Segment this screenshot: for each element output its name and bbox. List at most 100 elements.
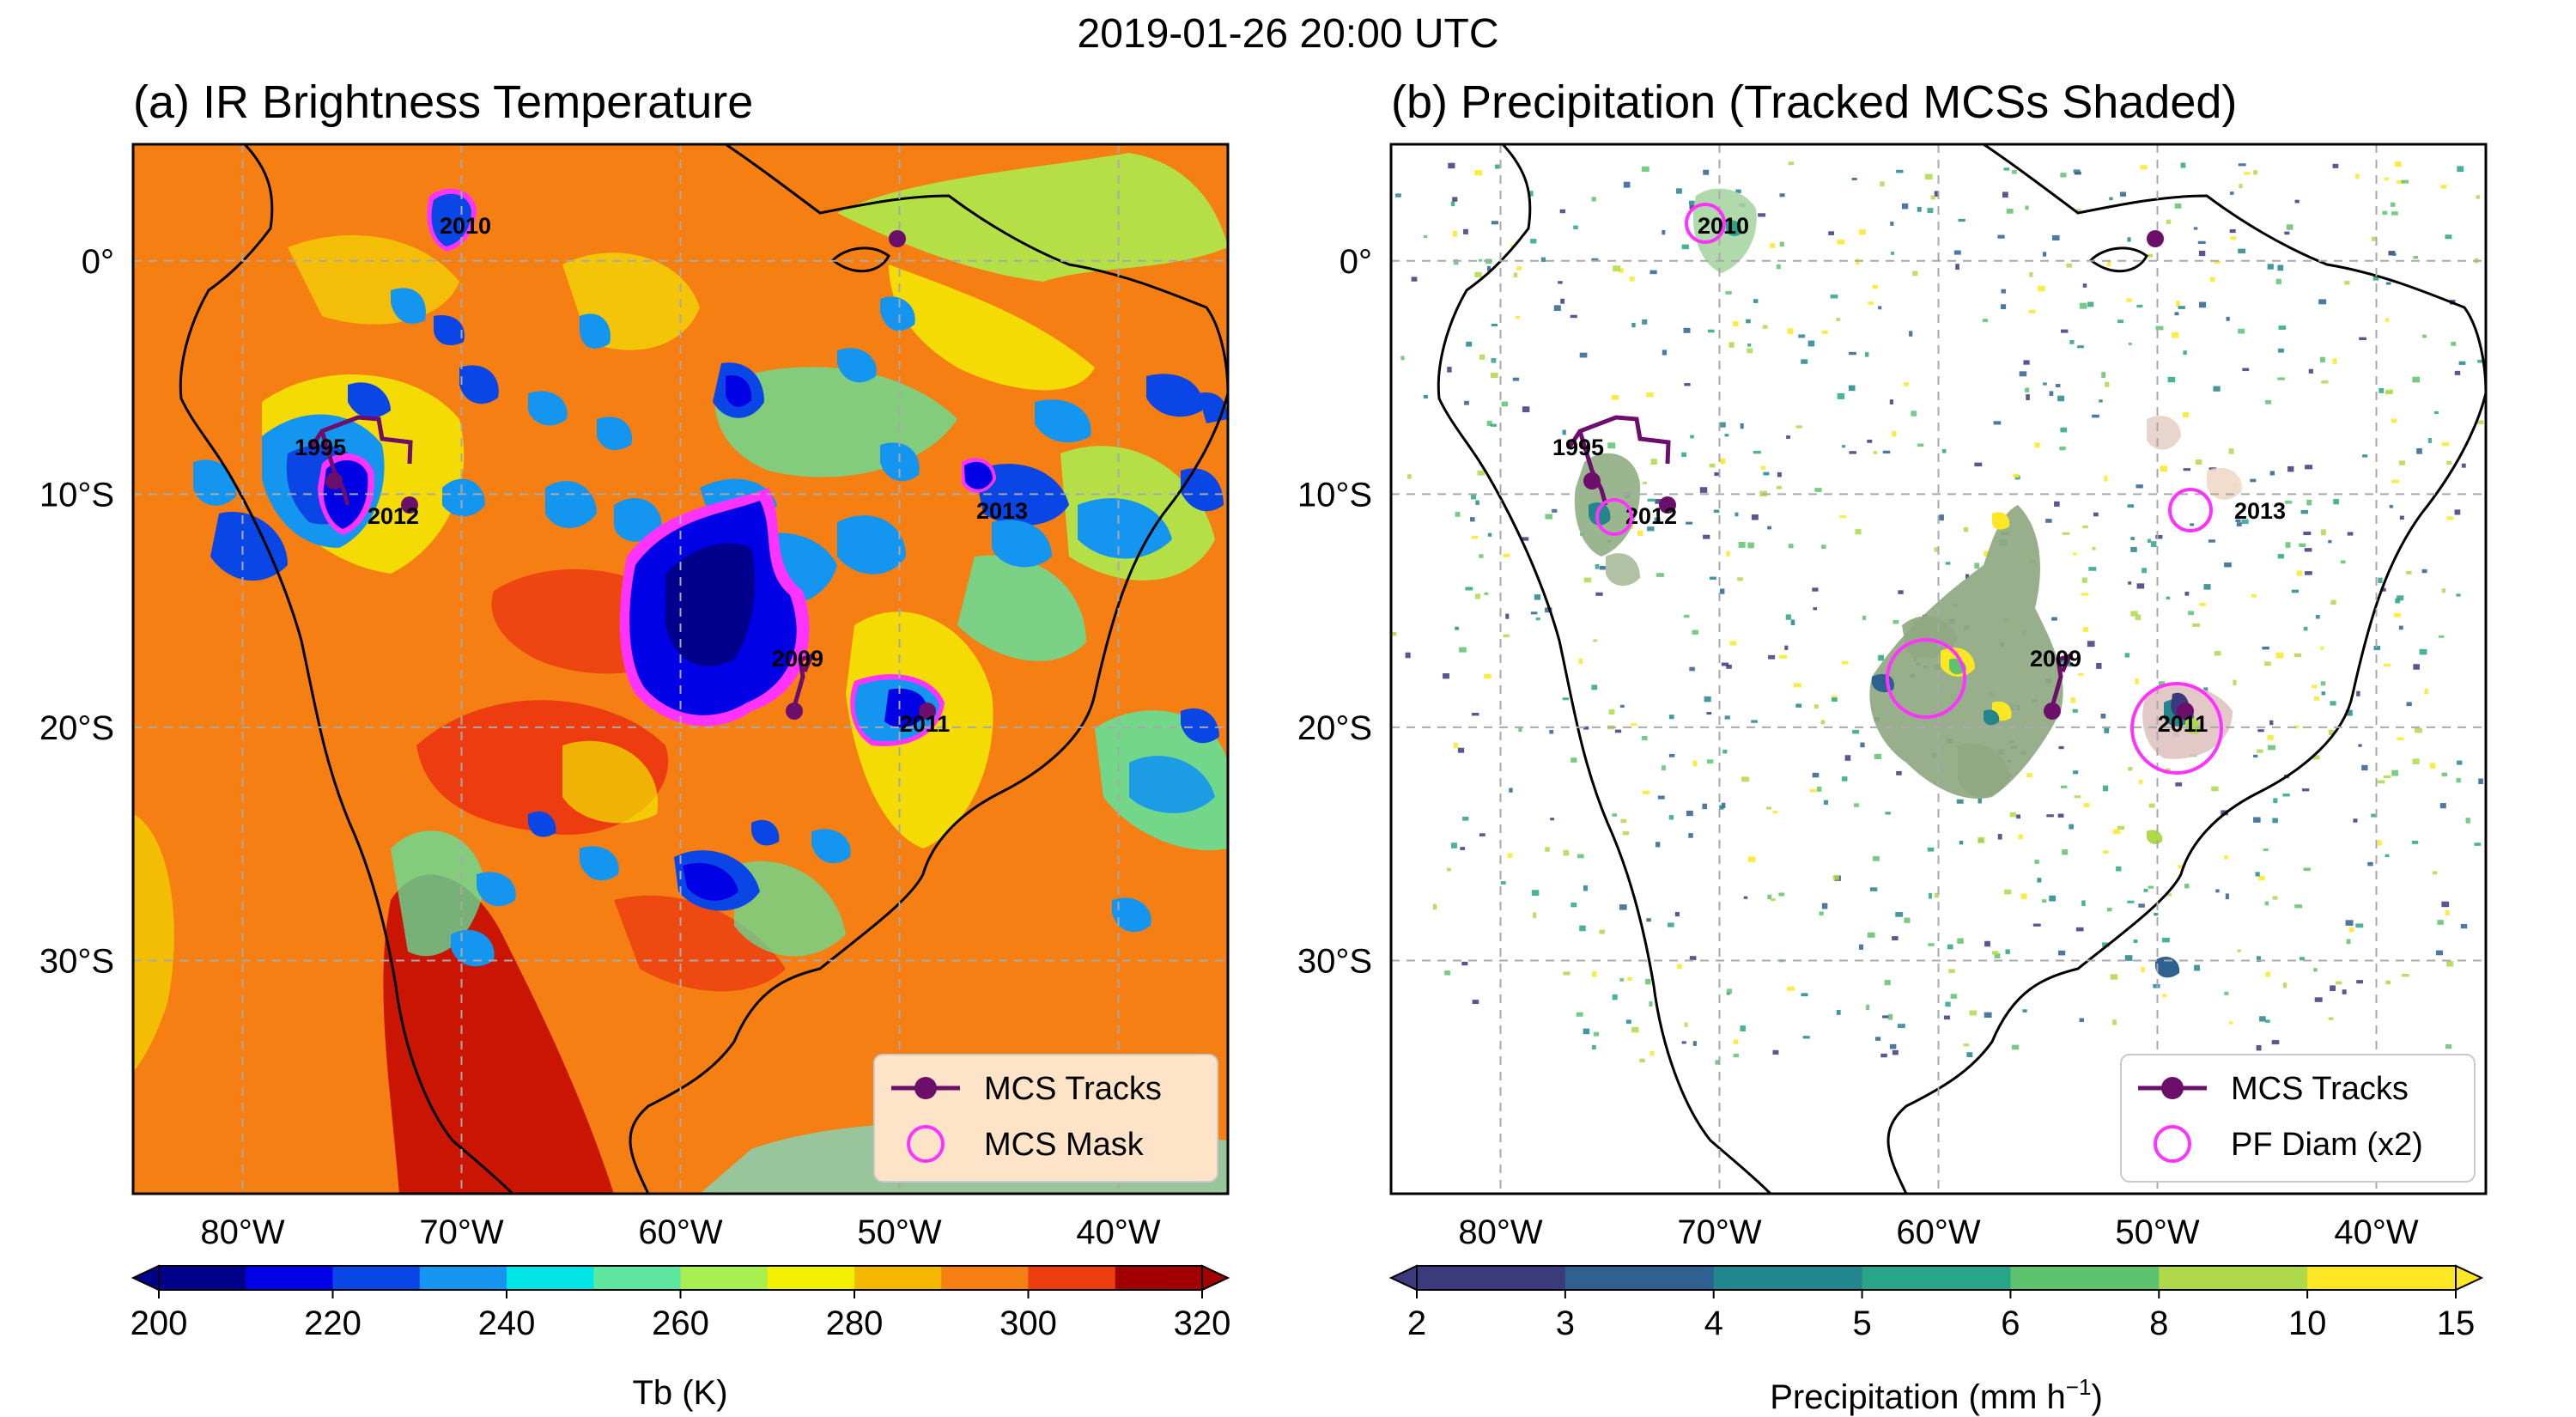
- precip-speck: [1579, 352, 1588, 358]
- precip-speck: [2441, 772, 2448, 777]
- precip-speck: [1692, 760, 1698, 767]
- precip-speck: [2355, 173, 2360, 179]
- precip-speck: [1779, 654, 1787, 659]
- panel-b-coastline: [1437, 144, 2486, 1194]
- precip-speck: [2390, 202, 2396, 207]
- precip-speck: [1892, 430, 1897, 437]
- precip-speck: [1647, 498, 1656, 502]
- mcs-label-2012: 2012: [368, 503, 419, 529]
- precip-speck: [2060, 785, 2068, 788]
- precip-speck: [2460, 923, 2468, 929]
- precip-speck: [1839, 515, 1847, 519]
- precip-speck: [2413, 255, 2419, 259]
- precip-speck: [1649, 1050, 1655, 1056]
- precip-speck: [2342, 989, 2347, 994]
- precip-speck: [2112, 1019, 2117, 1025]
- colorbar-a-label: Tb (K): [632, 1374, 727, 1412]
- precip-speck: [2301, 788, 2310, 792]
- precip-speck: [2049, 391, 2054, 396]
- precip-speck: [2166, 219, 2172, 224]
- precip-speck: [2088, 567, 2097, 571]
- precip-speck: [2321, 529, 2326, 536]
- precip-speck: [1729, 641, 1737, 646]
- precip-speck: [1974, 563, 1980, 569]
- precip-speck: [2294, 199, 2300, 204]
- precip-speck: [2045, 519, 2052, 523]
- precip-speck: [1627, 976, 1632, 981]
- precip-speck: [1943, 1015, 1950, 1020]
- pf-circle-2010: [1685, 203, 1726, 244]
- precip-speck: [2069, 824, 2074, 830]
- colorbar-segment: [1115, 1266, 1203, 1290]
- precip-speck: [1645, 978, 1651, 985]
- precip-speck: [2461, 463, 2466, 468]
- precip-speck: [2148, 885, 2154, 889]
- lon-tick-label: 40°W: [1076, 1213, 1160, 1251]
- precip-speck: [1593, 1031, 1600, 1037]
- precip-speck: [2275, 278, 2281, 285]
- precip-speck: [2180, 162, 2186, 168]
- colorbar-segment: [854, 1266, 942, 1290]
- colorbar-tick-label: 300: [999, 1304, 1057, 1342]
- precip-speck: [1460, 847, 1466, 850]
- precip-speck: [2278, 325, 2287, 330]
- precip-speck: [2133, 939, 2138, 944]
- precip-speck: [1957, 938, 1964, 944]
- precip-speck: [2282, 794, 2290, 797]
- precip-speck: [2148, 253, 2154, 258]
- precip-speck: [2391, 211, 2398, 216]
- precip-speck: [1540, 257, 1546, 262]
- precip-speck: [2117, 319, 2123, 324]
- precip-speck: [1816, 787, 1822, 792]
- precip-speck: [2013, 473, 2020, 478]
- precip-speck: [1884, 980, 1891, 986]
- precip-speck: [2372, 276, 2379, 281]
- precip-speck: [2009, 812, 2016, 818]
- precip-speck: [1583, 1028, 1590, 1035]
- precip-speck: [2383, 775, 2391, 779]
- precip-speck: [1928, 943, 1935, 946]
- mcs-track-dot: [1583, 472, 1601, 490]
- precip-speck: [1934, 892, 1940, 898]
- precip-speck: [1849, 451, 1856, 454]
- precip-speck: [2109, 197, 2113, 201]
- lon-tick-label: 40°W: [2334, 1213, 2418, 1251]
- precip-speck: [2395, 598, 2401, 604]
- precip-speck: [2356, 690, 2360, 696]
- precip-speck: [2439, 635, 2445, 638]
- precip-speck: [2397, 737, 2404, 741]
- precip-speck: [2155, 534, 2163, 539]
- precip-speck: [2042, 252, 2047, 257]
- precip-speck: [1450, 842, 1457, 848]
- precip-speck: [1503, 634, 1510, 638]
- precip-speck: [1844, 755, 1851, 761]
- precip-speck: [2037, 878, 2042, 883]
- precip-speck: [2110, 974, 2118, 980]
- colorbar-b-label: Precipitation (mm h−1): [1770, 1374, 2103, 1416]
- precip-speck: [2306, 499, 2312, 506]
- precip-speck: [2394, 161, 2402, 167]
- colorbar-b: 2 3 4 5 6 8 10 15 Precipitation (mm h−1): [1388, 1264, 2484, 1416]
- precip-speck: [1530, 611, 1538, 615]
- precip-speck: [2273, 798, 2278, 804]
- precip-speck: [2406, 702, 2412, 707]
- precip-speck: [2476, 195, 2480, 199]
- precip-speck: [2096, 662, 2102, 669]
- precip-speck: [1472, 712, 1479, 716]
- precip-speck: [2101, 372, 2106, 379]
- precip-speck: [1654, 517, 1661, 523]
- precip-speck: [1562, 429, 1566, 435]
- colorbar-extend-low: [1388, 1264, 1418, 1292]
- precip-speck: [1462, 816, 1469, 821]
- precip-speck: [2032, 923, 2041, 927]
- precip-speck: [1837, 240, 1845, 245]
- precip-speck: [1446, 867, 1451, 872]
- precip-speck: [2251, 593, 2257, 598]
- precip-speck: [1837, 392, 1845, 399]
- precip-speck: [1579, 925, 1586, 932]
- colorbar-tick-label: 240: [478, 1304, 536, 1342]
- precip-speck: [1406, 474, 1412, 479]
- precip-speck: [2034, 860, 2039, 864]
- precip-speck: [1470, 494, 1477, 500]
- precip-speck: [2051, 234, 2060, 240]
